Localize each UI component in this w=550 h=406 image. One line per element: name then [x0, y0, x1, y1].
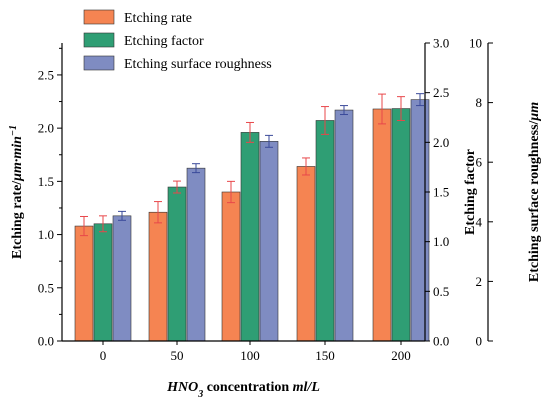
bar-etching-rate-100 [221, 191, 241, 342]
error-bar-etching-rate-100 [227, 180, 235, 204]
error-bar-etching-surface-roughness-100 [265, 134, 273, 148]
right-axis-factor-tick-label: 1.5 [433, 185, 449, 200]
bars-layer [74, 93, 430, 342]
left-axis-title: Etching rate/μm·min−1 [8, 125, 26, 259]
bar-etching-rate-200 [372, 108, 392, 342]
error-bar-etching-factor-150 [321, 106, 329, 135]
error-bar-etching-factor-200 [397, 96, 405, 121]
legend-swatch-etching-factor [83, 32, 115, 48]
right-axis-roughness-tick-label: 0 [476, 334, 483, 349]
bar-etching-rate-150 [296, 166, 316, 342]
error-bar-etching-rate-150 [302, 157, 310, 176]
left-axis-tick-label: 1.5 [38, 174, 54, 189]
error-bar-etching-surface-roughness-0 [118, 210, 126, 221]
bar-etching-factor-100 [240, 132, 260, 342]
right-axis-roughness-tick-label: 2 [476, 274, 483, 289]
bar-etching-surface-roughness-200 [410, 99, 430, 342]
bar-etching-factor-0 [93, 223, 113, 342]
legend-label-etching-factor: Etching factor [124, 34, 204, 49]
x-axis-title: HNO3 concentration ml/L [166, 380, 320, 400]
x-axis-tick-label: 150 [315, 348, 335, 363]
right-axis-factor-title: Etching factor [463, 149, 478, 235]
bar-etching-surface-roughness-150 [334, 109, 354, 342]
left-axis-tick-label: 2.0 [38, 121, 54, 136]
right-axis-roughness-tick-label: 10 [469, 36, 482, 51]
error-bar-etching-surface-roughness-150 [340, 105, 348, 116]
left-axis-tick-label: 1.0 [38, 227, 54, 242]
legend-label-etching-rate: Etching rate [124, 11, 192, 26]
x-axis-tick-label: 50 [171, 348, 184, 363]
left-axis-tick-label: 0.0 [38, 334, 54, 349]
legend-swatch-etching-rate [83, 9, 115, 25]
right-axis-factor-tick-label: 0.5 [433, 284, 449, 299]
right-axis-roughness-tick-label: 8 [476, 95, 483, 110]
bar-etching-factor-150 [315, 120, 335, 342]
bar-etching-surface-roughness-0 [112, 215, 132, 342]
axis-titles: HNO3 concentration ml/L Etching rate/μm·m… [8, 102, 543, 400]
right-axis-factor-tick-label: 2.5 [433, 85, 449, 100]
error-bar-etching-factor-100 [246, 121, 254, 143]
bar-etching-rate-50 [148, 211, 168, 342]
error-bar-etching-surface-roughness-50 [192, 163, 200, 174]
error-bar-etching-rate-200 [378, 93, 386, 125]
error-bar-etching-factor-50 [173, 180, 181, 194]
bar-etching-factor-50 [167, 186, 187, 342]
x-axis-tick-label: 100 [240, 348, 260, 363]
bar-etching-rate-0 [74, 225, 94, 342]
legend-swatch-etching-surface-roughness [83, 55, 115, 71]
left-axis-tick-label: 0.5 [38, 280, 54, 295]
error-bar-etching-factor-0 [99, 215, 107, 233]
error-bar-etching-rate-50 [154, 201, 162, 224]
right-axis-roughness-tick-label: 4 [476, 214, 483, 229]
right-axis-factor-tick-label: 1.0 [433, 234, 449, 249]
right-axis-roughness-title: Etching surface roughness/μm [527, 102, 542, 282]
legend: Etching rate Etching factor Etching surfac… [83, 9, 272, 72]
axes-layer: 0.0 0.5 1.0 1.5 2.0 2.5 0.0 0.5 1.0 1.5 2.0 2.5 3.0 0… [38, 36, 493, 363]
bar-etching-factor-200 [391, 108, 411, 342]
right-axis-factor-tick-label: 3.0 [433, 36, 449, 51]
legend-label-etching-surface-roughness: Etching surface roughness [124, 57, 272, 72]
bar-etching-surface-roughness-50 [186, 167, 206, 342]
error-bar-etching-surface-roughness-200 [416, 93, 424, 107]
x-axis-tick-label: 200 [391, 348, 411, 363]
x-axis-tick-label: 0 [100, 348, 107, 363]
bar-etching-surface-roughness-100 [259, 141, 279, 342]
error-bar-etching-rate-0 [80, 215, 88, 237]
right-axis-factor-tick-label: 2.0 [433, 135, 449, 150]
right-axis-factor-tick-label: 0.0 [433, 334, 449, 349]
left-axis-tick-label: 2.5 [38, 67, 54, 82]
right-axis-roughness-tick-label: 6 [476, 155, 483, 170]
